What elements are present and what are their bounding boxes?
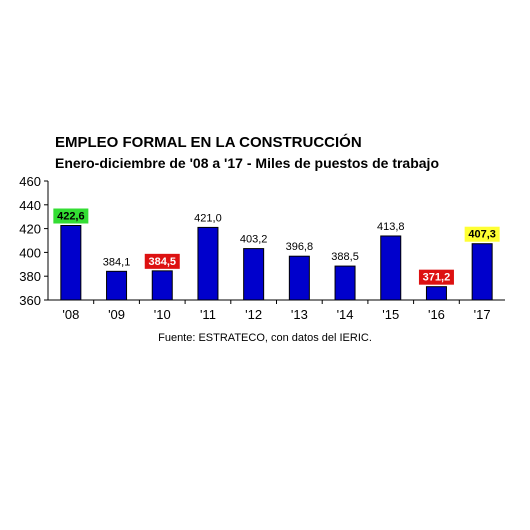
bar <box>60 225 82 301</box>
x-tick-label: '09 <box>108 307 125 322</box>
bar <box>380 235 402 301</box>
data-label-highlight <box>53 208 89 224</box>
chart-subtitle: Enero-diciembre de '08 a '17 - Miles de … <box>55 155 440 171</box>
data-label: 403,2 <box>240 234 268 246</box>
chart-data-labels: 422,6 384,1 384,5 421,0 403,2 396,8 388,5 413,8… <box>53 208 500 285</box>
data-label: 413,8 <box>377 221 405 233</box>
bar <box>288 255 310 301</box>
chart-bars <box>60 225 493 301</box>
x-tick-label: '16 <box>428 307 445 322</box>
data-label: 371,2 <box>423 272 451 284</box>
data-label: 407,3 <box>468 229 496 241</box>
x-tick-label: '08 <box>62 307 79 322</box>
bar <box>243 248 265 301</box>
data-label-highlight <box>144 253 180 269</box>
bar <box>197 226 219 301</box>
y-tick-label: 400 <box>19 245 41 260</box>
data-label: 388,5 <box>331 251 359 263</box>
data-label-highlight <box>464 226 500 242</box>
x-tick-label: '17 <box>474 307 491 322</box>
x-tick-label: '15 <box>382 307 399 322</box>
y-tick-label: 380 <box>19 269 41 284</box>
y-tick-label: 420 <box>19 222 41 237</box>
chart-source-note: Fuente: ESTRATECO, con datos del IERIC. <box>158 332 372 344</box>
y-tick-label: 460 <box>19 174 41 189</box>
y-tick-label: 440 <box>19 198 41 213</box>
bar <box>425 286 447 301</box>
data-label-highlight <box>418 269 454 285</box>
data-label: 384,1 <box>103 256 131 268</box>
bar <box>471 243 493 301</box>
data-label: 396,8 <box>286 241 314 253</box>
data-label: 422,6 <box>57 211 85 223</box>
bar <box>106 270 128 301</box>
x-tick-label: '10 <box>154 307 171 322</box>
chart-title: EMPLEO FORMAL EN LA CONSTRUCCIÓN <box>55 134 362 151</box>
x-tick-label: '13 <box>291 307 308 322</box>
bar <box>334 265 356 301</box>
x-tick-label: '12 <box>245 307 262 322</box>
bar <box>151 270 173 301</box>
data-label: 384,5 <box>148 256 176 268</box>
y-tick-label: 360 <box>19 293 41 308</box>
x-tick-label: '14 <box>337 307 354 322</box>
x-tick-label: '11 <box>200 307 216 322</box>
data-label: 421,0 <box>194 212 222 224</box>
